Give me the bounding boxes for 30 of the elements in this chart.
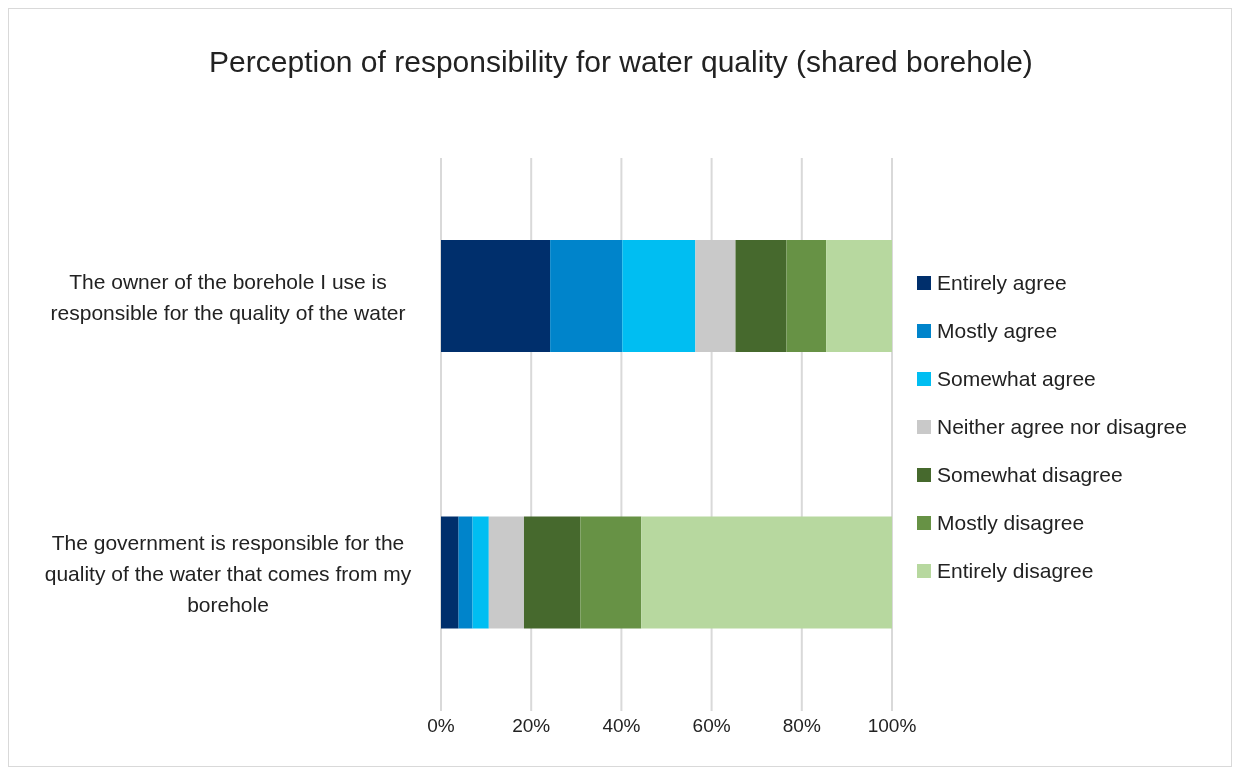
- bar: [580, 516, 642, 629]
- y-tick-label: The government is responsible for the quality of the water that comes from my borehole: [44, 530, 412, 616]
- chart-title: Perception of responsibility for water quality (shared borehole): [208, 45, 1034, 79]
- x-tick-label: 100%: [867, 715, 917, 737]
- bar: [826, 240, 892, 352]
- x-tick-label: 60%: [692, 715, 731, 737]
- bar: [641, 516, 892, 629]
- x-tick-label: 20%: [512, 715, 551, 737]
- bar: [458, 516, 473, 629]
- legend-label: Mostly agree: [937, 319, 1058, 343]
- legend-label: Somewhat disagree: [937, 463, 1123, 487]
- bar: [735, 240, 787, 352]
- x-tick-label: 40%: [602, 715, 641, 737]
- bar: [550, 240, 623, 352]
- x-tick-label: 0%: [427, 715, 455, 737]
- bar: [441, 516, 459, 629]
- bar: [622, 240, 696, 352]
- bar: [488, 516, 524, 629]
- legend-label: Entirely disagree: [937, 559, 1094, 583]
- bar: [523, 516, 581, 629]
- y-tick-label: The owner of the borehole I use is responsible for the quality of the water: [50, 269, 406, 324]
- bar: [786, 240, 827, 352]
- x-tick-label: 80%: [782, 715, 821, 737]
- bar: [472, 516, 489, 629]
- bar: [695, 240, 736, 352]
- legend-label: Entirely agree: [937, 271, 1067, 295]
- legend-label: Mostly disagree: [937, 511, 1085, 535]
- bar: [441, 240, 551, 352]
- legend-label: Neither agree nor disagree: [937, 415, 1187, 439]
- legend-label: Somewhat agree: [937, 367, 1096, 391]
